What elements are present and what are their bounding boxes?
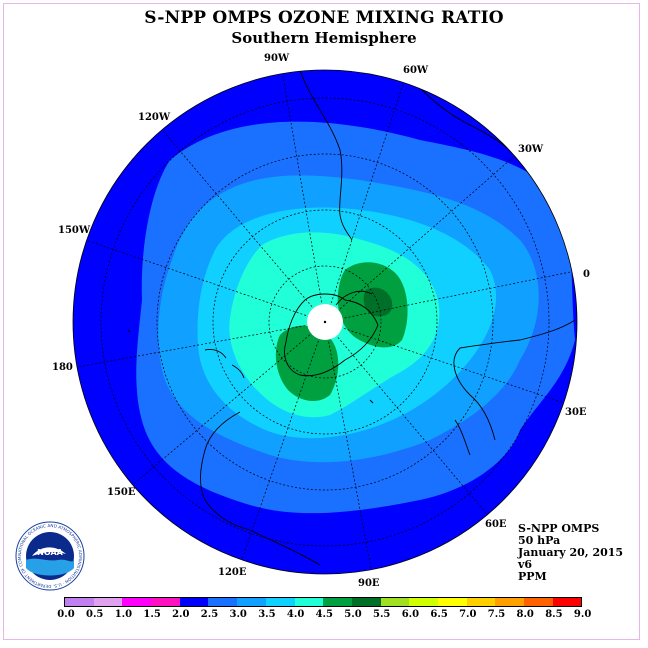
- colorbar-tick-label: 4.5: [315, 609, 333, 620]
- colorbar-swatch: [65, 598, 94, 606]
- lon-label-30w: 30W: [518, 144, 544, 155]
- ozone-band-4.5-west: [275, 325, 339, 402]
- colorbar-tick-label: 1.0: [114, 609, 133, 620]
- colorbar-swatch: [495, 598, 524, 606]
- colorbar-tick-label: 8.5: [545, 609, 563, 620]
- colorbar-swatch: [294, 598, 324, 606]
- colorbar-swatch: [323, 598, 352, 606]
- colorbar-swatch: [151, 598, 180, 606]
- colorbar-tick-label: 7.0: [459, 609, 477, 620]
- lon-label-90w: 90W: [264, 53, 290, 64]
- colorbar-swatch: [409, 598, 438, 606]
- colorbar-swatch: [437, 598, 467, 606]
- lon-label-150w: 150W: [58, 225, 91, 236]
- lon-label-120w: 120W: [138, 112, 171, 123]
- colorbar-tick-label: 6.5: [430, 609, 448, 620]
- colorbar-swatch: [265, 598, 295, 606]
- map-subtitle: Southern Hemisphere: [231, 29, 417, 47]
- colorbar-tick-label: 3.5: [258, 609, 276, 620]
- map-info-block: S-NPP OMPS 50 hPa January 20, 2015 v6 PP…: [518, 523, 623, 583]
- lon-label-150e: 150E: [107, 487, 136, 498]
- colorbar-tick-label: 3.0: [229, 609, 247, 620]
- colorbar-tick-label: 9.0: [573, 609, 592, 620]
- coastlines: [127, 70, 576, 566]
- colorbar-tick-label: 4.0: [286, 609, 305, 620]
- colorbar-swatch: [122, 598, 152, 606]
- colorbar-swatch: [380, 598, 410, 606]
- colorbar-swatch: [466, 598, 496, 606]
- colorbar-swatch: [237, 598, 266, 606]
- colorbar: [64, 597, 583, 607]
- info-date: January 20, 2015: [518, 546, 624, 559]
- lon-label-120e: 120E: [218, 567, 247, 578]
- graticule: [73, 70, 577, 574]
- info-version: v6: [518, 558, 533, 571]
- info-level: 50 hPa: [518, 534, 561, 547]
- colorbar-tick-label: 5.0: [344, 609, 362, 620]
- colorbar-swatch: [93, 598, 123, 606]
- noaa-logo: NATIONAL OCEANIC AND ATMOSPHERIC ADMINIS…: [14, 520, 85, 591]
- lon-label-60w: 60W: [403, 65, 429, 76]
- logo-text: NOAA: [37, 548, 63, 557]
- colorbar-swatch: [179, 598, 209, 606]
- colorbar-tick-label: 2.0: [172, 609, 190, 620]
- colorbar-swatch: [208, 598, 238, 606]
- colorbar-tick-label: 0.0: [57, 609, 75, 620]
- colorbar-tick-label: 7.5: [487, 609, 506, 620]
- lon-label-180: 180: [52, 362, 73, 373]
- info-instrument: S-NPP OMPS: [518, 522, 600, 535]
- colorbar-swatch: [524, 598, 553, 606]
- colorbar-tick-label: 1.5: [143, 609, 161, 620]
- colorbar-tick-label: 0.5: [85, 609, 104, 620]
- lon-label-0: 0: [583, 269, 590, 280]
- colorbar-tick-label: 2.5: [200, 609, 219, 620]
- lon-label-30e: 30E: [565, 407, 587, 418]
- lon-label-60e: 60E: [485, 519, 507, 530]
- colorbar-swatch: [351, 598, 381, 606]
- colorbar-ticks: 0.0 0.5 1.0 1.5 2.0 2.5 3.0 3.5 4.0 4.5 5.0 5.5 6.0 6…: [0, 609, 648, 623]
- map-title: S-NPP OMPS OZONE MIXING RATIO: [144, 8, 504, 28]
- page-frame: [3, 3, 640, 640]
- ozone-band-5.0: [363, 287, 393, 317]
- colorbar-tick-label: 6.0: [401, 609, 420, 620]
- colorbar-swatch: [552, 598, 582, 606]
- colorbar-tick-label: 8.0: [516, 609, 534, 620]
- lon-label-90e: 90E: [358, 578, 380, 589]
- colorbar-tick-label: 5.5: [372, 609, 391, 620]
- info-units: PPM: [518, 570, 547, 583]
